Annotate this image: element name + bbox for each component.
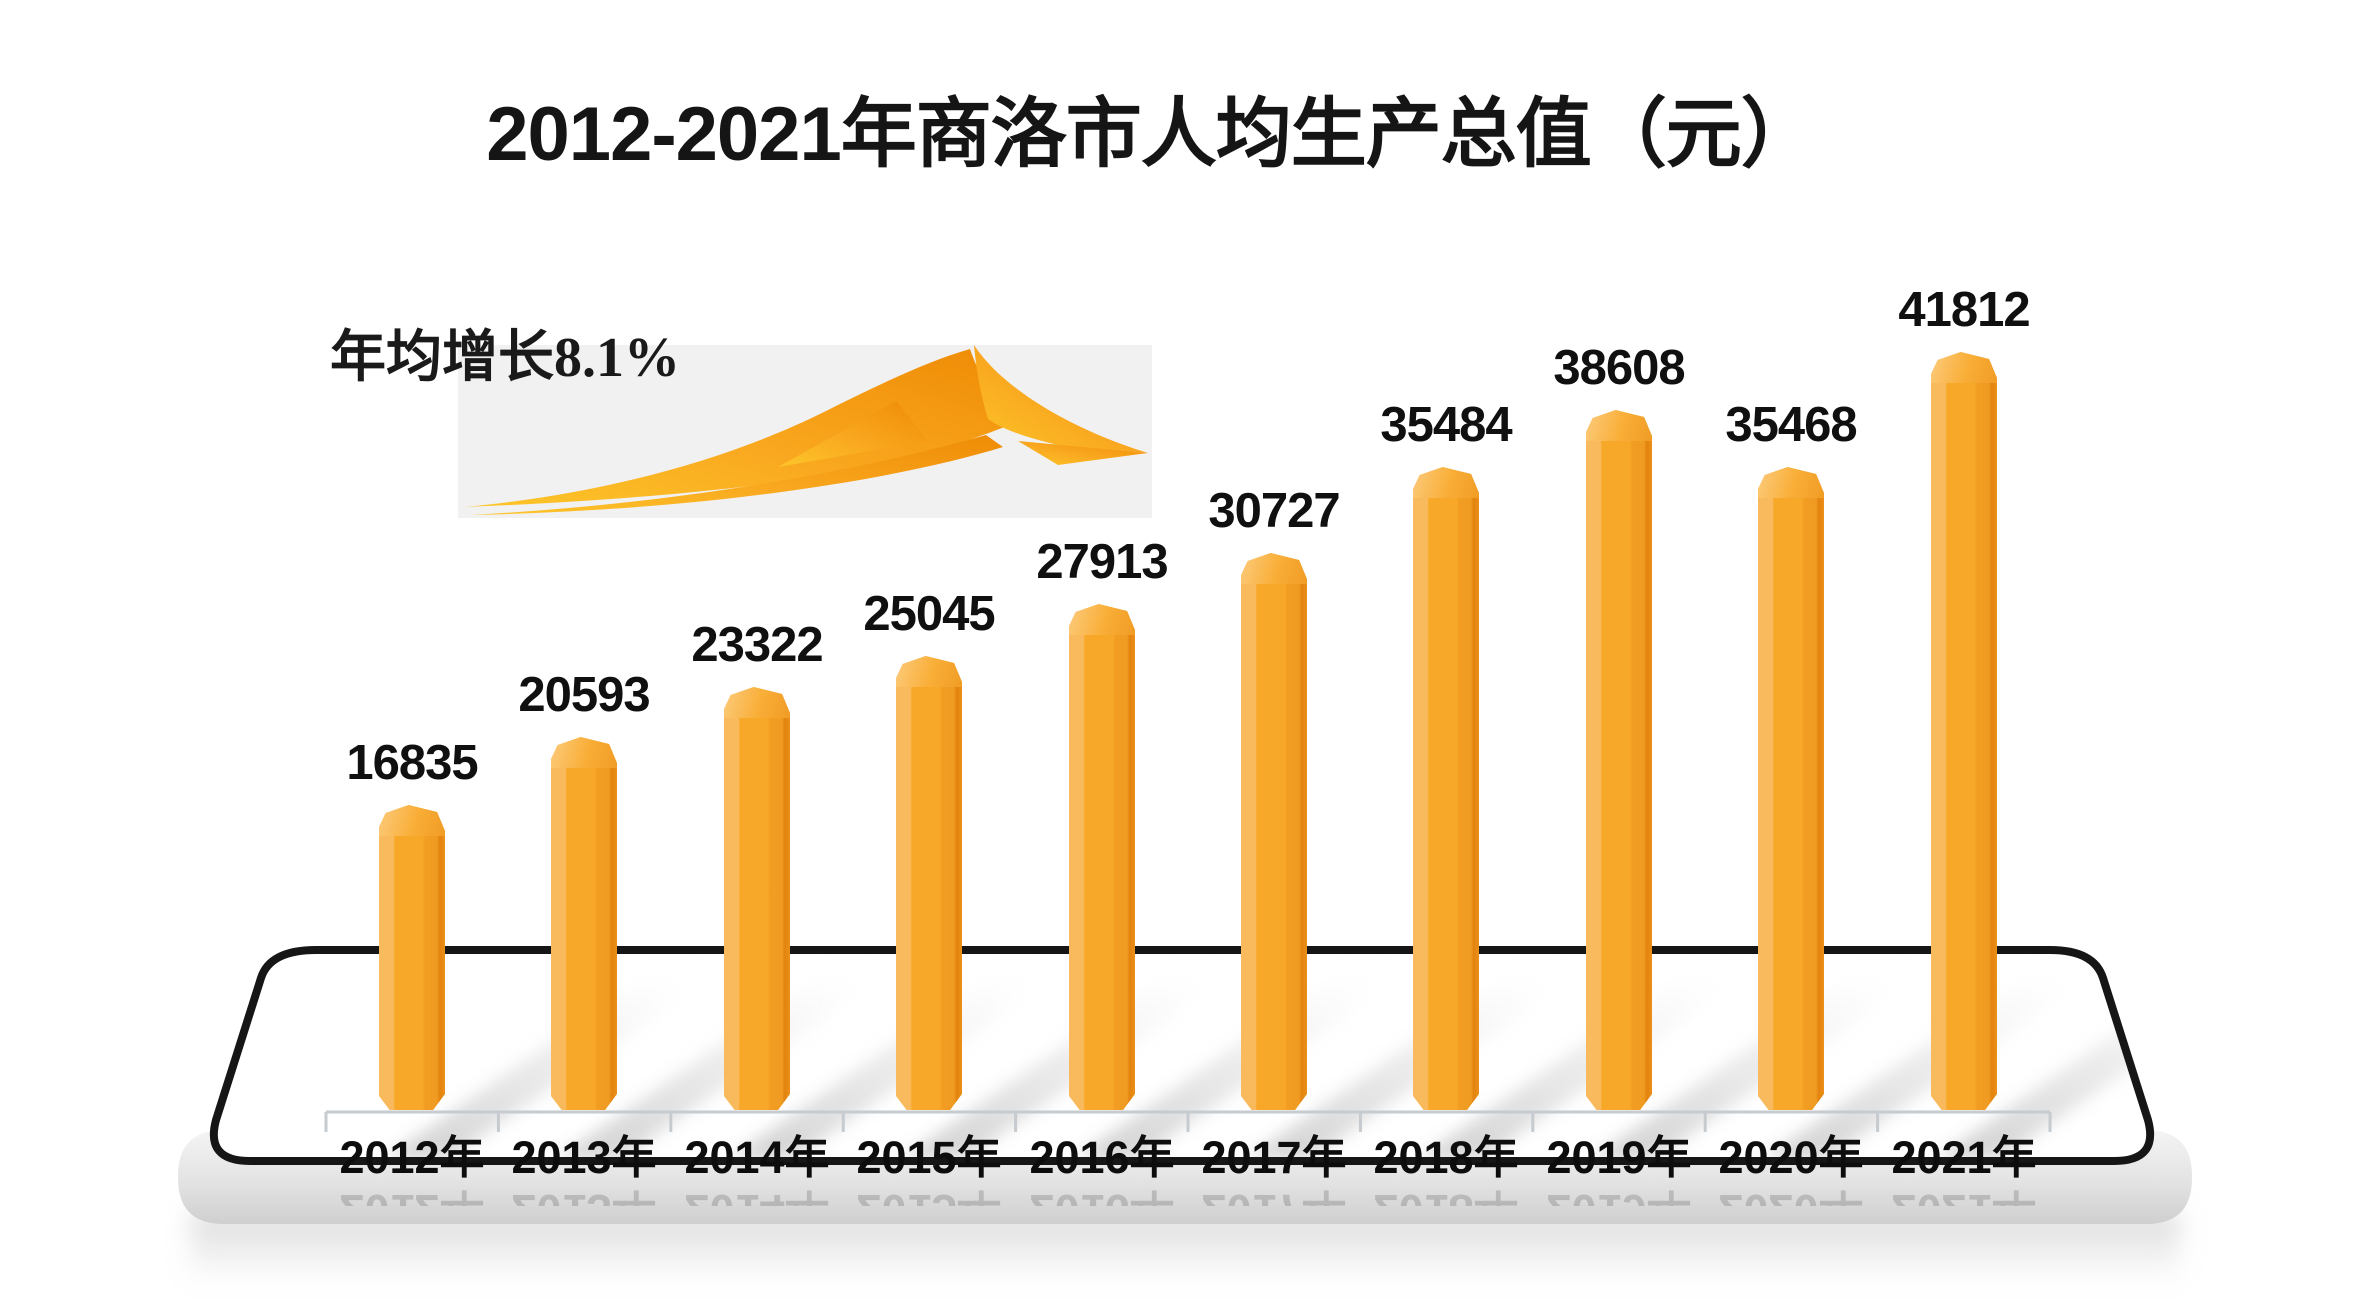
x-axis-label: 2021年: [1891, 1132, 2037, 1183]
arrow-barb: [778, 401, 928, 467]
x-axis-label: 2016年: [1029, 1132, 1175, 1183]
bar-cap: [1586, 410, 1652, 441]
x-axis-label-reflection-text: 2014年: [647, 1184, 867, 1206]
bar-2017年: [1241, 553, 1307, 1110]
arrow-body: [464, 349, 1014, 507]
x-axis-label-reflection: 2013年: [474, 1184, 694, 1206]
bar-cap: [724, 687, 790, 718]
chart-title: 2012-2021年商洛市人均生产总值（元）: [486, 92, 1816, 177]
bar-cap: [1931, 352, 1997, 383]
platform-outline: [209, 946, 2155, 1165]
bar-cap: [1241, 553, 1307, 584]
bar-cap: [1413, 467, 1479, 498]
value-label: 23322: [691, 618, 823, 672]
x-axis-label: 2014年: [684, 1132, 830, 1183]
bar-cap: [379, 805, 445, 836]
bar-2016年: [1069, 604, 1135, 1110]
value-label: 27913: [1036, 535, 1168, 589]
x-axis-label-reflection: 2020年: [1681, 1184, 1901, 1206]
bar-2012年: [379, 805, 445, 1110]
x-axis-label: 2013年: [511, 1132, 657, 1183]
x-axis-baseline: [324, 1110, 2052, 1132]
growth-annotation: 年均增长8.1%: [330, 327, 680, 389]
x-axis-label-reflection: 2021年: [1854, 1184, 2074, 1206]
x-axis-label-reflection: 2016年: [992, 1184, 1212, 1206]
x-axis-label-reflection: 2012年: [302, 1184, 522, 1206]
bar-2015年: [896, 656, 962, 1110]
x-axis-label: 2018年: [1373, 1132, 1519, 1183]
arrow-head: [974, 345, 1148, 453]
x-axis-label-reflection-text: 2015年: [819, 1184, 1039, 1206]
x-axis-label-reflection-text: 2016年: [992, 1184, 1212, 1206]
bar-2019年: [1586, 410, 1652, 1110]
bar-2021年: [1931, 352, 1997, 1110]
x-axis-label: 2020年: [1718, 1132, 1864, 1183]
bar-cap: [896, 656, 962, 687]
growth-arrow-icon: [464, 345, 1148, 515]
bar-2013年: [551, 737, 617, 1110]
x-axis-label-reflection: 2015年: [819, 1184, 1039, 1206]
x-axis-label-reflection-text: 2017年: [1164, 1184, 1384, 1206]
x-axis-label-reflection: 2019年: [1509, 1184, 1729, 1206]
value-label: 35484: [1380, 398, 1512, 452]
bar-2014年: [724, 687, 790, 1110]
bar-2018年: [1413, 467, 1479, 1110]
x-axis-label: 2015年: [856, 1132, 1002, 1183]
value-label: 25045: [863, 587, 995, 641]
value-label: 38608: [1553, 341, 1685, 395]
value-label: 41812: [1898, 283, 2030, 337]
bar-2020年: [1758, 467, 1824, 1110]
x-axis-label-reflection-text: 2013年: [474, 1184, 694, 1206]
bar-shadow-streak: [1935, 956, 2151, 1159]
value-label: 30727: [1208, 484, 1340, 538]
x-axis-label-reflection-text: 2018年: [1336, 1184, 1556, 1206]
x-axis-label-reflection: 2018年: [1336, 1184, 1556, 1206]
bar-cap: [551, 737, 617, 768]
x-axis-label-reflection-text: 2019年: [1509, 1184, 1729, 1206]
x-axis-label: 2012年: [339, 1132, 485, 1183]
x-axis-label-reflection-text: 2021年: [1854, 1184, 2074, 1206]
value-label: 35468: [1725, 398, 1857, 452]
arrow-image-box: [458, 345, 1152, 518]
bar-cap: [1758, 467, 1824, 498]
value-label: 20593: [518, 668, 650, 722]
x-axis-label: 2017年: [1201, 1132, 1347, 1183]
bar-cap: [1069, 604, 1135, 635]
x-axis-label-reflection-text: 2012年: [302, 1184, 522, 1206]
x-axis-label-reflection: 2014年: [647, 1184, 867, 1206]
x-axis-label-reflection: 2017年: [1164, 1184, 1384, 1206]
x-axis-label: 2019年: [1546, 1132, 1692, 1183]
arrow-head-fin: [1018, 441, 1148, 465]
x-axis-label-reflection-text: 2020年: [1681, 1184, 1901, 1206]
value-label: 16835: [346, 736, 478, 790]
